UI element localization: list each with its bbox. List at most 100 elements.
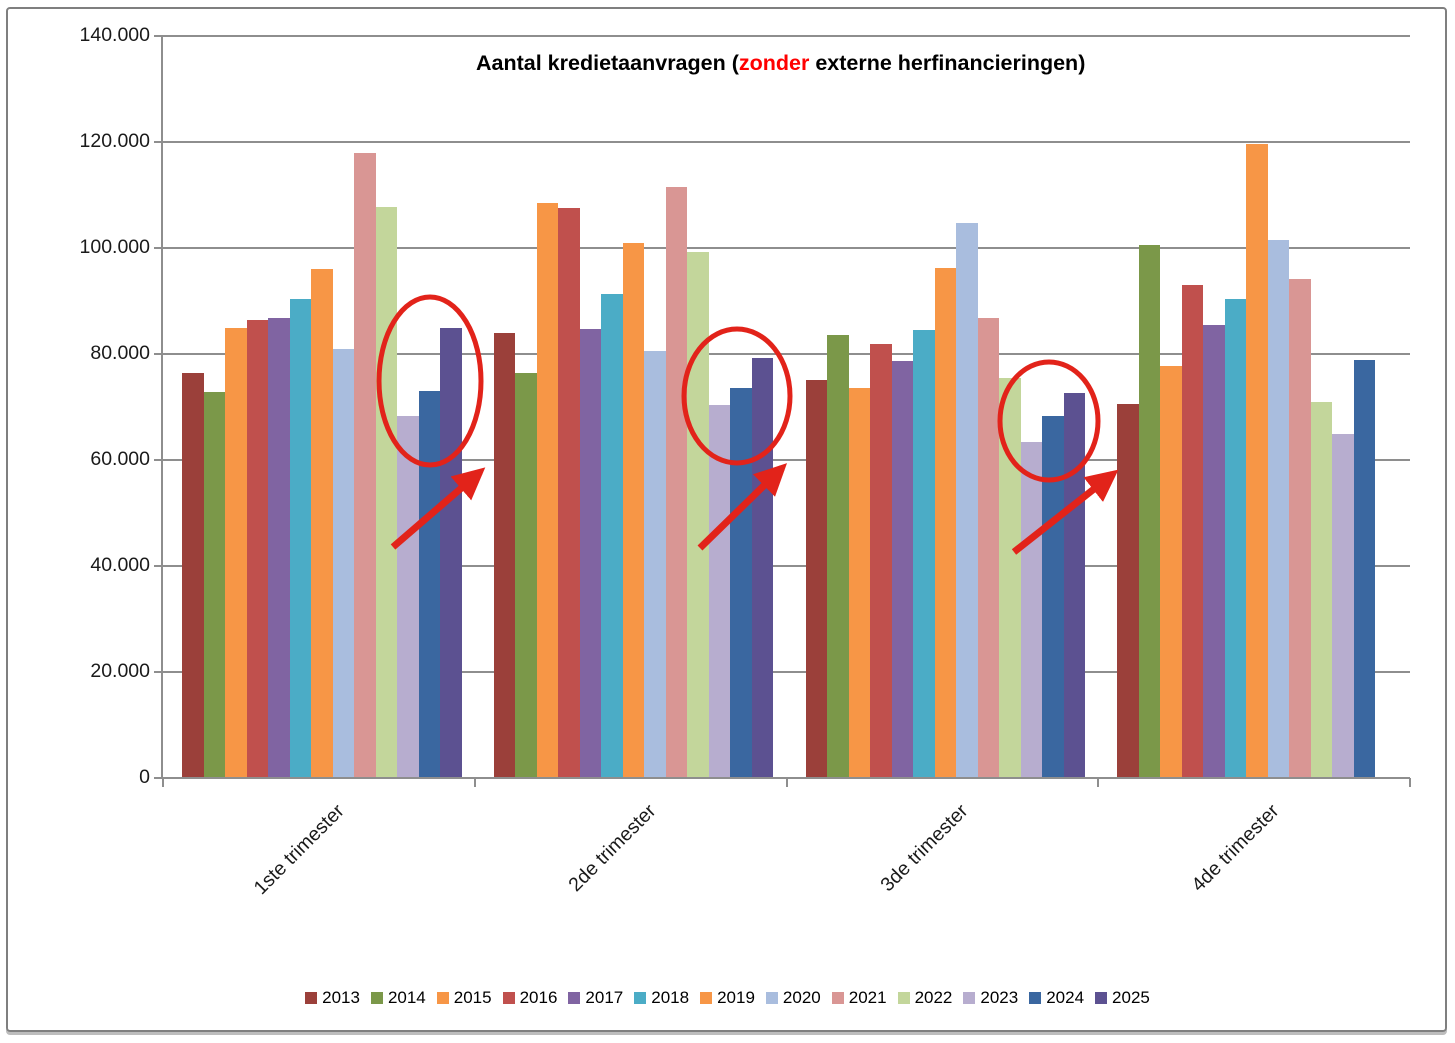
- x-tick-mark: [785, 778, 788, 787]
- legend-item-2021: 2021: [831, 988, 887, 1008]
- bar-2023-3de: [1020, 441, 1042, 778]
- bar-2019-2de: [622, 243, 645, 778]
- legend-swatch-2025: [1095, 992, 1108, 1004]
- bar-2022-4de: [1310, 401, 1333, 778]
- x-tick-mark: [1097, 778, 1100, 787]
- bar-2025-2de: [751, 358, 774, 778]
- legend-label-2023: 2023: [980, 988, 1019, 1007]
- bar-2016-4de: [1181, 284, 1204, 778]
- legend-item-2024: 2024: [1029, 988, 1084, 1008]
- bar-2024-3de: [1042, 416, 1064, 778]
- bar-2022-1ste: [375, 206, 397, 778]
- y-tick-mark: [154, 565, 163, 567]
- bar-2023-1ste: [397, 416, 419, 778]
- gridline-120.000: [163, 141, 1410, 143]
- legend-label-2022: 2022: [914, 988, 953, 1007]
- y-axis-label: 120.000: [79, 130, 151, 152]
- legend-swatch-2017: [568, 992, 581, 1004]
- bar-2020-1ste: [332, 348, 354, 778]
- bar-2020-3de: [956, 223, 978, 778]
- bar-2017-4de: [1203, 325, 1225, 778]
- legend-item-2025: 2025: [1095, 988, 1150, 1008]
- bar-2018-2de: [601, 294, 623, 778]
- legend-label-2016: 2016: [519, 988, 558, 1007]
- legend-swatch-2020: [765, 992, 778, 1004]
- y-tick-mark: [154, 459, 163, 461]
- bar-2014-4de: [1138, 244, 1161, 778]
- legend-swatch-2022: [897, 992, 910, 1004]
- x-axis-label-3de: 3de trimester: [875, 800, 972, 897]
- gridline-20.000: [163, 671, 1410, 673]
- legend-swatch-2021: [831, 992, 844, 1004]
- bar-2020-4de: [1267, 239, 1290, 778]
- legend-label-2020: 2020: [782, 988, 821, 1007]
- title-highlight: zonder: [738, 51, 810, 75]
- legend-swatch-2016: [502, 992, 515, 1004]
- y-axis-label: 60.000: [90, 448, 150, 470]
- legend-item-2023: 2023: [963, 988, 1018, 1008]
- bar-2021-4de: [1289, 278, 1311, 778]
- bar-2021-2de: [665, 187, 688, 778]
- bar-2022-2de: [687, 252, 709, 778]
- y-tick-mark: [154, 353, 163, 355]
- legend-item-2017: 2017: [568, 988, 623, 1008]
- chart-title: Aantal kredietaanvragen (zonder externe …: [476, 51, 1085, 76]
- x-axis-label-2de: 2de trimester: [564, 800, 661, 897]
- y-axis-line: [161, 36, 163, 778]
- bar-2014-2de: [515, 373, 537, 778]
- bar-2015-1ste: [225, 327, 247, 778]
- bar-2015-2de: [536, 203, 559, 778]
- legend-label-2019: 2019: [717, 988, 755, 1007]
- legend-item-2016: 2016: [502, 988, 558, 1008]
- legend-item-2019: 2019: [700, 988, 755, 1008]
- gridline-140.000: [163, 35, 1410, 37]
- bar-2017-3de: [891, 361, 913, 778]
- bar-2018-3de: [913, 329, 935, 778]
- bar-2013-4de: [1117, 403, 1139, 778]
- bar-2021-1ste: [354, 153, 376, 778]
- bar-2020-2de: [644, 351, 666, 778]
- gridline-40.000: [163, 565, 1410, 567]
- bar-2015-3de: [848, 388, 870, 778]
- bar-2016-2de: [558, 207, 580, 778]
- y-axis-label: 0: [139, 766, 150, 788]
- y-tick-mark: [154, 35, 163, 37]
- legend-item-2013: 2013: [305, 988, 360, 1008]
- bar-2024-4de: [1353, 359, 1376, 778]
- y-axis-label: 80.000: [90, 342, 150, 364]
- legend-label-2015: 2015: [453, 988, 492, 1007]
- bar-2018-4de: [1224, 299, 1247, 778]
- legend-swatch-2018: [634, 992, 647, 1004]
- legend-item-2015: 2015: [436, 988, 492, 1008]
- y-axis-label: 20.000: [90, 660, 150, 682]
- bar-2025-3de: [1063, 392, 1085, 778]
- bar-2014-1ste: [203, 391, 225, 778]
- bar-2016-1ste: [246, 320, 268, 778]
- x-tick-mark: [162, 778, 164, 787]
- title-suffix: externe herfinancieringen): [809, 51, 1086, 75]
- gridline-100.000: [163, 247, 1410, 249]
- bar-2021-3de: [977, 317, 999, 778]
- bar-2019-3de: [934, 268, 956, 778]
- bar-2013-2de: [493, 333, 516, 778]
- bar-2025-1ste: [440, 327, 462, 778]
- y-tick-mark: [154, 671, 163, 673]
- title-prefix: Aantal kredietaanvragen (: [476, 51, 739, 75]
- x-axis-label-1ste: 1ste trimester: [249, 800, 349, 900]
- bar-2023-4de: [1332, 434, 1354, 778]
- y-axis-label: 140.000: [79, 24, 151, 46]
- y-axis-label: 100.000: [79, 236, 151, 258]
- legend-item-2014: 2014: [370, 988, 426, 1008]
- x-axis-label-4de: 4de trimester: [1187, 800, 1284, 897]
- legend-label-2021: 2021: [848, 988, 887, 1007]
- legend-swatch-2014: [370, 992, 383, 1004]
- bar-2017-2de: [579, 329, 602, 778]
- y-tick-mark: [154, 247, 163, 249]
- legend-swatch-2015: [436, 992, 449, 1004]
- legend-swatch-2023: [963, 992, 976, 1004]
- bar-2023-2de: [708, 405, 731, 778]
- legend-item-2022: 2022: [897, 988, 953, 1008]
- legend-label-2024: 2024: [1046, 988, 1085, 1007]
- bar-2019-4de: [1246, 144, 1268, 778]
